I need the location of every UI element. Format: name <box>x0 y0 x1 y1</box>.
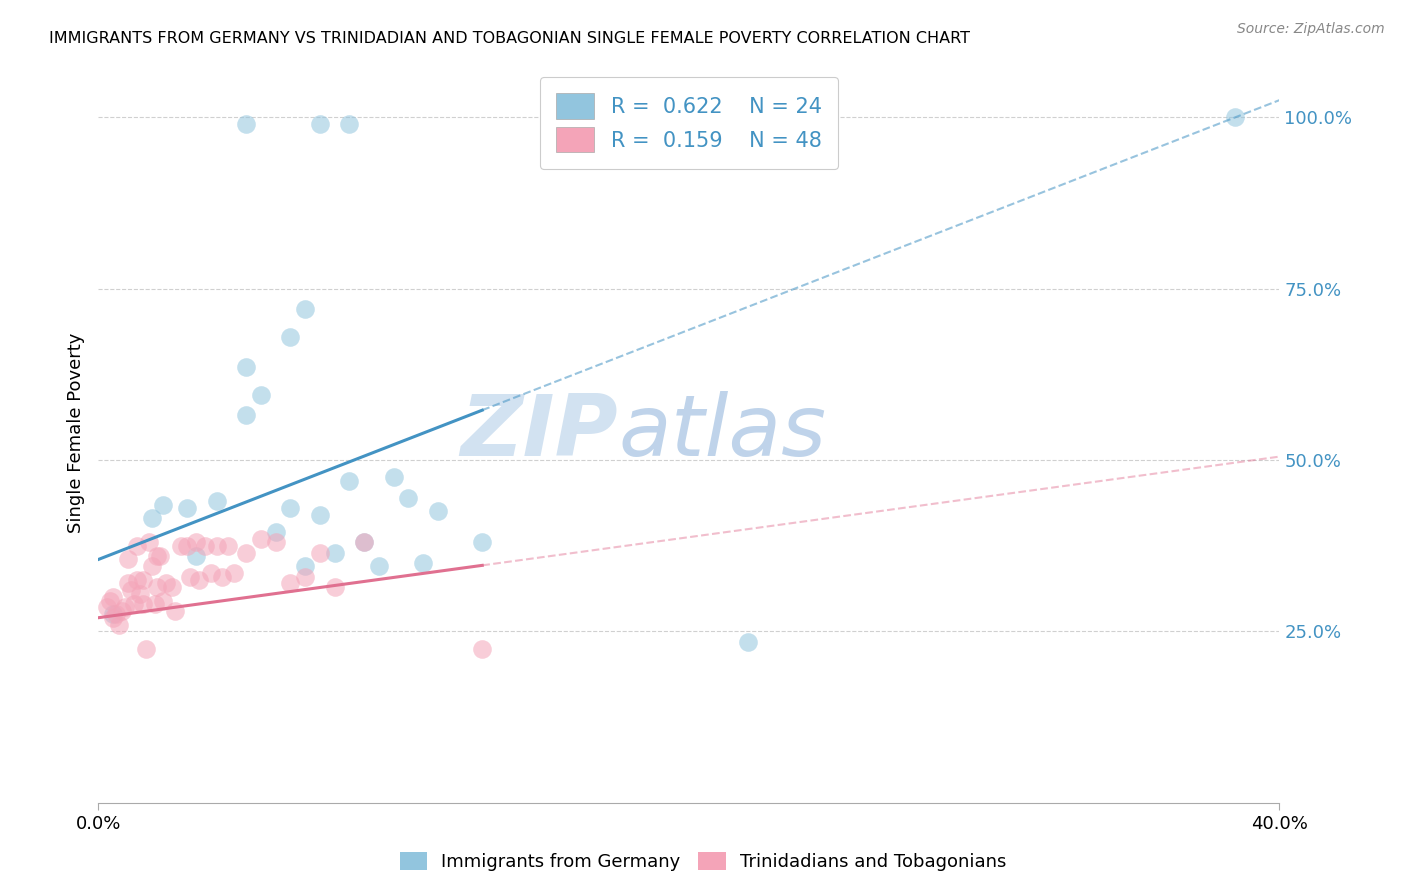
Point <box>120 583 142 598</box>
Point <box>135 641 157 656</box>
Point <box>132 597 155 611</box>
Point <box>117 576 139 591</box>
Point <box>152 593 174 607</box>
Point <box>396 491 419 505</box>
Point <box>309 545 332 559</box>
Point <box>132 573 155 587</box>
Point <box>138 535 160 549</box>
Point <box>471 535 494 549</box>
Point <box>125 573 148 587</box>
Point <box>264 535 287 549</box>
Point <box>128 587 150 601</box>
Point <box>217 539 239 553</box>
Point <box>176 501 198 516</box>
Point <box>1223 110 1246 124</box>
Point <box>170 539 193 553</box>
Legend: Immigrants from Germany, Trinidadians and Tobagonians: Immigrants from Germany, Trinidadians an… <box>392 845 1014 879</box>
Point <box>187 573 209 587</box>
Point <box>250 532 273 546</box>
Point <box>141 559 163 574</box>
Point <box>250 388 273 402</box>
Point <box>146 580 169 594</box>
Point <box>143 597 166 611</box>
Point <box>309 117 332 131</box>
Point <box>149 549 172 563</box>
Point <box>427 504 450 518</box>
Point <box>278 329 302 343</box>
Point <box>309 508 332 522</box>
Point <box>205 494 228 508</box>
Text: atlas: atlas <box>619 391 827 475</box>
Point <box>235 545 257 559</box>
Point <box>294 569 316 583</box>
Text: IMMIGRANTS FROM GERMANY VS TRINIDADIAN AND TOBAGONIAN SINGLE FEMALE POVERTY CORR: IMMIGRANTS FROM GERMANY VS TRINIDADIAN A… <box>49 31 970 46</box>
Point <box>96 600 118 615</box>
Point <box>165 604 187 618</box>
Point <box>122 597 145 611</box>
Point <box>235 409 257 423</box>
Y-axis label: Single Female Poverty: Single Female Poverty <box>66 333 84 533</box>
Point <box>211 569 233 583</box>
Point <box>368 559 391 574</box>
Point <box>278 501 302 516</box>
Point <box>339 117 360 131</box>
Point <box>737 634 759 648</box>
Point <box>141 511 163 525</box>
Point <box>278 576 302 591</box>
Point <box>353 535 375 549</box>
Point <box>339 474 360 488</box>
Point <box>294 559 316 574</box>
Point <box>200 566 222 581</box>
Point <box>152 498 174 512</box>
Point <box>205 539 228 553</box>
Point <box>235 117 257 131</box>
Point <box>323 545 346 559</box>
Point <box>103 607 125 622</box>
Point <box>108 617 131 632</box>
Point <box>264 524 287 539</box>
Point <box>194 539 217 553</box>
Point <box>235 360 257 375</box>
Point <box>323 580 346 594</box>
Text: Source: ZipAtlas.com: Source: ZipAtlas.com <box>1237 22 1385 37</box>
Point <box>184 535 207 549</box>
Point <box>111 604 134 618</box>
Point <box>184 549 207 563</box>
Point <box>103 611 125 625</box>
Point <box>117 552 139 566</box>
Point <box>146 549 169 563</box>
Point <box>98 593 121 607</box>
Point <box>155 576 177 591</box>
Point <box>114 600 136 615</box>
Point <box>294 302 316 317</box>
Text: ZIP: ZIP <box>460 391 619 475</box>
Point <box>125 539 148 553</box>
Point <box>179 569 201 583</box>
Point <box>176 539 198 553</box>
Point <box>162 580 183 594</box>
Point <box>471 641 494 656</box>
Point <box>224 566 246 581</box>
Point <box>382 470 405 484</box>
Legend: R =  0.622    N = 24, R =  0.159    N = 48: R = 0.622 N = 24, R = 0.159 N = 48 <box>540 77 838 169</box>
Point <box>412 556 434 570</box>
Point <box>353 535 375 549</box>
Point <box>103 590 125 604</box>
Point <box>105 607 128 622</box>
